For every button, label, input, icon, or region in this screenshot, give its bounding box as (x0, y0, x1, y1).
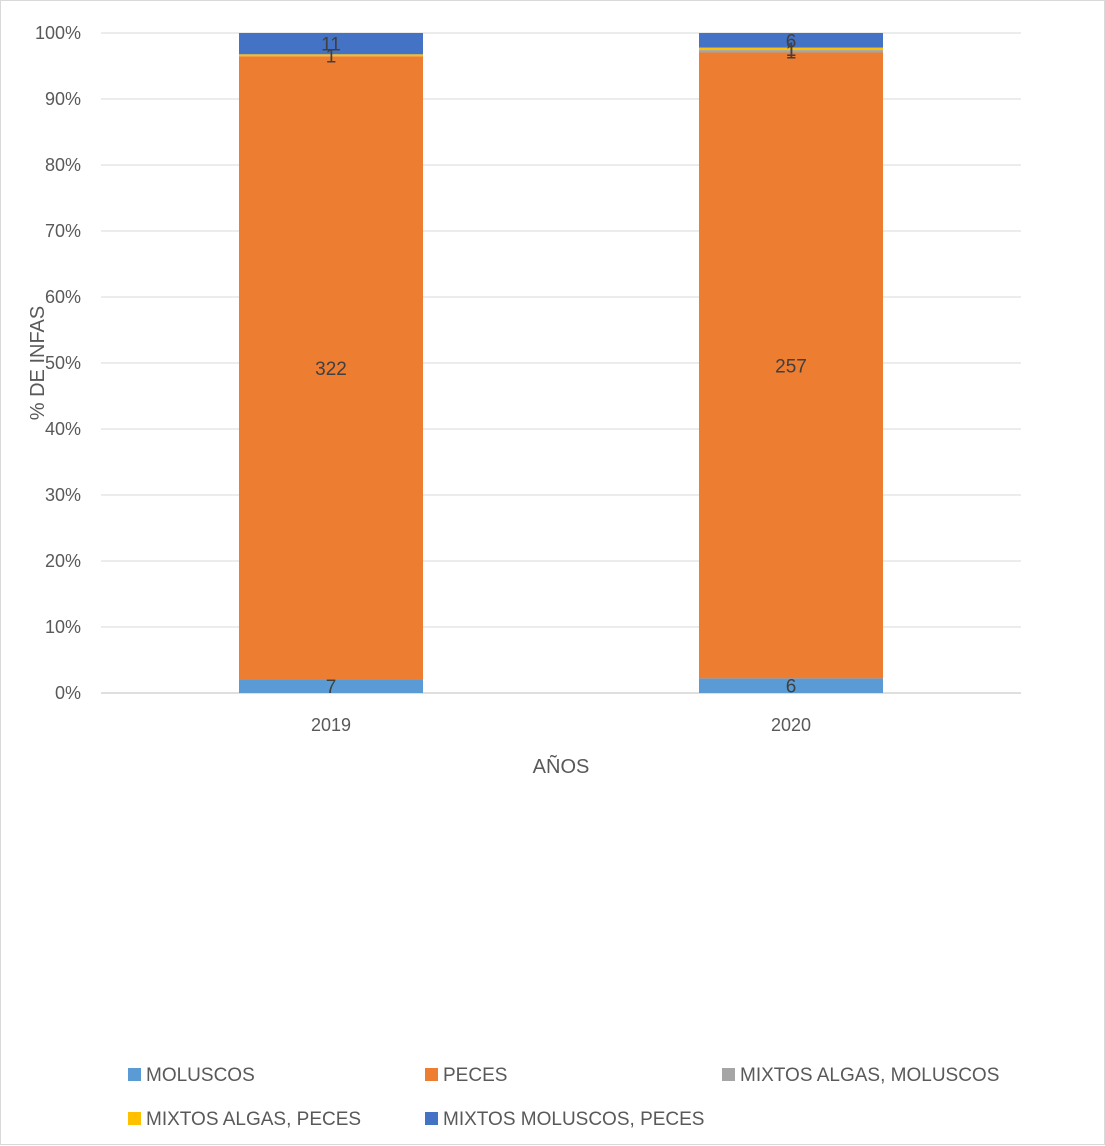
y-axis-ticks: 0% 10% 20% 30% 40% 50% 60% 70% 80% 90% 100% (35, 23, 81, 703)
bars (239, 33, 883, 693)
x-tick-label: 2020 (771, 715, 811, 735)
bar-segment (239, 54, 423, 57)
legend-item: MOLUSCOS (128, 1065, 255, 1086)
y-tick-label: 40% (45, 419, 81, 439)
y-tick-label: 70% (45, 221, 81, 241)
legend-swatch (128, 1112, 141, 1125)
legend-label: MIXTOS ALGAS, MOLUSCOS (740, 1065, 999, 1086)
data-label: 1 (786, 40, 797, 61)
x-axis-title: AÑOS (533, 754, 590, 778)
legend-swatch (128, 1068, 141, 1081)
y-tick-label: 100% (35, 23, 81, 43)
legend-label: MOLUSCOS (146, 1065, 255, 1086)
data-label: 257 (775, 356, 807, 377)
x-axis-ticks: 2019 2020 (311, 715, 811, 735)
x-tick-label: 2019 (311, 715, 351, 735)
y-tick-label: 30% (45, 485, 81, 505)
legend-item: MIXTOS ALGAS, PECES (128, 1109, 361, 1130)
data-label: 1 (786, 42, 797, 63)
legend-swatch (722, 1068, 735, 1081)
legend: MOLUSCOS PECES MIXTOS ALGAS, MOLUSCOS MIXTO… (128, 1065, 999, 1130)
legend-item: PECES (425, 1065, 507, 1086)
legend-label: MIXTOS ALGAS, PECES (146, 1109, 361, 1130)
bar-segment (699, 47, 883, 51)
data-label: 7 (326, 677, 337, 698)
legend-swatch (425, 1112, 438, 1125)
bar-segment (239, 679, 423, 693)
y-axis-title: % DE INFAS (27, 306, 49, 420)
legend-swatch (425, 1068, 438, 1081)
y-tick-label: 80% (45, 155, 81, 175)
y-tick-label: 90% (45, 89, 81, 109)
data-label: 11 (321, 35, 341, 56)
y-tick-label: 60% (45, 287, 81, 307)
bar-segment (699, 678, 883, 693)
y-tick-label: 20% (45, 551, 81, 571)
y-tick-label: 0% (55, 683, 81, 703)
data-label: 6 (786, 31, 797, 52)
legend-label: MIXTOS MOLUSCOS, PECES (443, 1109, 704, 1130)
legend-item: MIXTOS MOLUSCOS, PECES (425, 1109, 704, 1130)
y-tick-label: 50% (45, 353, 81, 373)
bar-segment (699, 33, 883, 48)
bar-segment (239, 33, 423, 55)
y-tick-label: 10% (45, 617, 81, 637)
data-label: 322 (315, 359, 347, 380)
legend-label: PECES (443, 1065, 507, 1086)
data-label: 6 (786, 677, 797, 698)
bar-segment (699, 52, 883, 679)
data-label: 1 (326, 46, 337, 67)
bar-segment (699, 50, 883, 53)
legend-item: MIXTOS ALGAS, MOLUSCOS (722, 1065, 999, 1086)
bar-segment (239, 56, 423, 680)
